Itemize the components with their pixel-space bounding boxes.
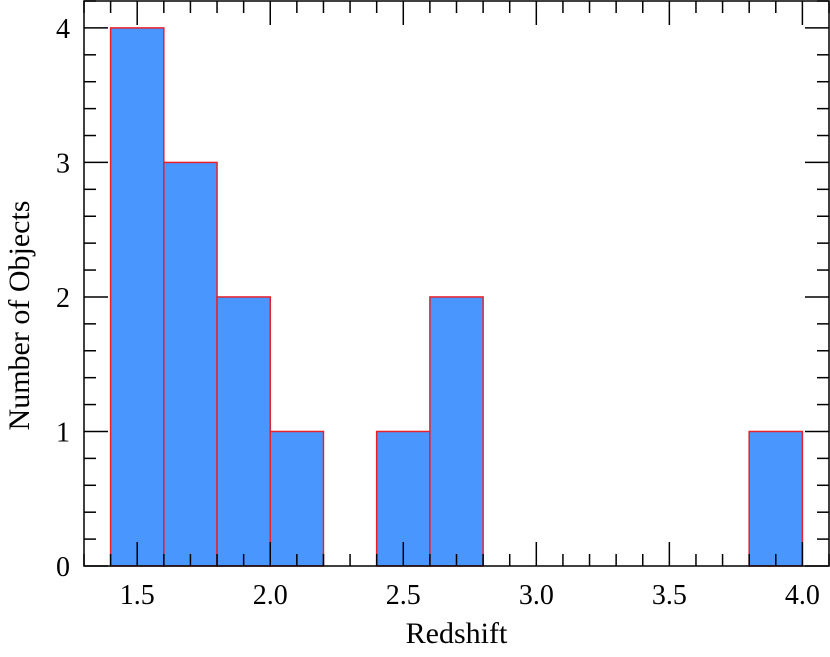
y-tick-label: 2 <box>56 283 70 314</box>
y-tick-labels: 0 1 2 3 4 <box>56 14 70 583</box>
x-tick-label: 1.5 <box>120 580 155 611</box>
y-tick-label: 0 <box>56 552 70 583</box>
x-tick-label: 2.0 <box>253 580 288 611</box>
bars-group <box>109 27 804 567</box>
histogram-bar-12 <box>748 430 804 567</box>
histogram-bar-2 <box>216 296 272 567</box>
x-tick-label: 2.5 <box>386 580 421 611</box>
x-tick-label: 3.5 <box>652 580 687 611</box>
x-tick-label: 4.0 <box>785 580 820 611</box>
histogram-bar-3 <box>269 430 325 567</box>
x-tick-label: 3.0 <box>519 580 554 611</box>
y-tick-label: 3 <box>56 148 70 179</box>
x-axis-title: Redshift <box>406 617 508 650</box>
histogram-bar-1 <box>163 161 218 567</box>
y-tick-label: 4 <box>56 14 70 45</box>
histogram-bar-0 <box>109 27 165 567</box>
x-tick-labels: 1.5 2.0 2.5 3.0 3.5 4.0 <box>120 580 820 611</box>
plot-frame <box>83 0 830 567</box>
ticks-group <box>83 0 830 567</box>
y-tick-label: 1 <box>56 417 70 448</box>
y-axis-title: Number of Objects <box>3 201 36 431</box>
histogram-bar-6 <box>429 296 484 567</box>
